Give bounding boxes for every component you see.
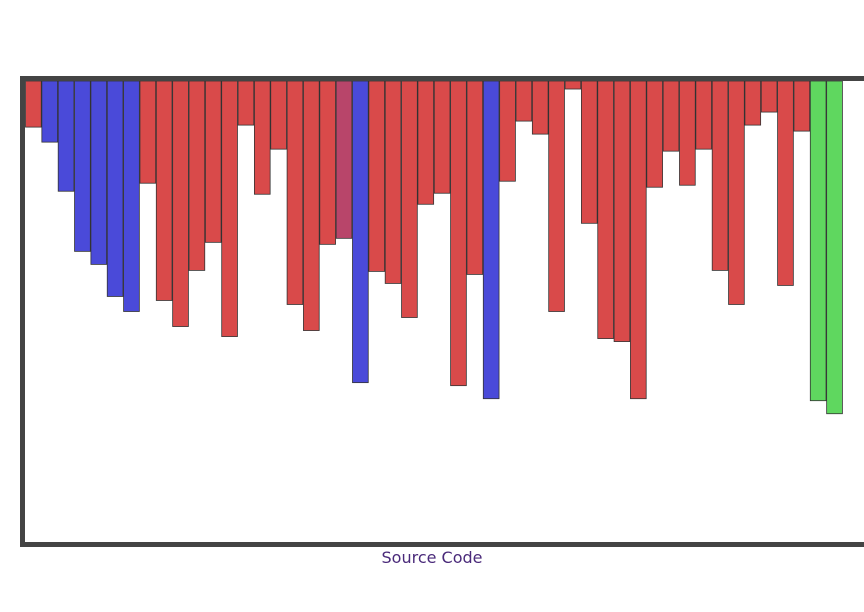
bar-unsorted [319,81,336,245]
bar-unsorted [139,81,157,184]
bar-unsorted [204,81,222,243]
bar-unsorted [581,81,598,224]
bar-unsorted [450,81,467,387]
bar-compared [482,81,500,400]
bar-unsorted [221,81,238,337]
bar-unsorted [25,81,42,128]
bar-unsorted [679,81,696,186]
bar-unsorted [253,81,271,195]
bar-unsorted [630,81,647,400]
bar-unsorted [237,81,255,126]
bar-compared [74,81,91,252]
bar-unsorted [760,81,778,113]
bar-unsorted [188,81,206,271]
bar-unsorted [499,81,516,182]
bar-unsorted [368,81,386,272]
bar-unsorted [155,81,173,301]
bar-unsorted [564,81,582,90]
bar-unsorted [793,81,811,132]
bar-compared [106,81,124,297]
bar-unsorted [613,81,631,342]
bar-pivot [335,81,353,239]
bar-unsorted [401,81,418,318]
bar-sorted [809,81,827,402]
bar-unsorted [695,81,712,150]
bar-compared [41,81,59,143]
bar-unsorted [777,81,794,286]
bar-unsorted [728,81,745,305]
bar-sorted [826,81,843,415]
bar-unsorted [286,81,304,305]
bar-compared [90,81,108,265]
bar-unsorted [172,81,189,327]
bar-unsorted [711,81,729,271]
bar-compared [57,81,75,192]
bar-unsorted [744,81,762,126]
bar-compared [123,81,140,312]
source-code-link[interactable]: Source Code [381,548,483,567]
bar-unsorted [597,81,614,339]
bar-unsorted [270,81,287,150]
bar-unsorted [466,81,484,275]
bar-unsorted [662,81,680,152]
bar-unsorted [303,81,320,331]
bar-unsorted [417,81,435,205]
bar-unsorted [384,81,402,284]
bar-unsorted [531,81,549,135]
bar-compared [352,81,369,384]
bar-unsorted [433,81,451,194]
bar-unsorted [646,81,663,188]
bar-unsorted [515,81,533,122]
bar-unsorted [548,81,565,312]
bar-chart [25,81,843,415]
